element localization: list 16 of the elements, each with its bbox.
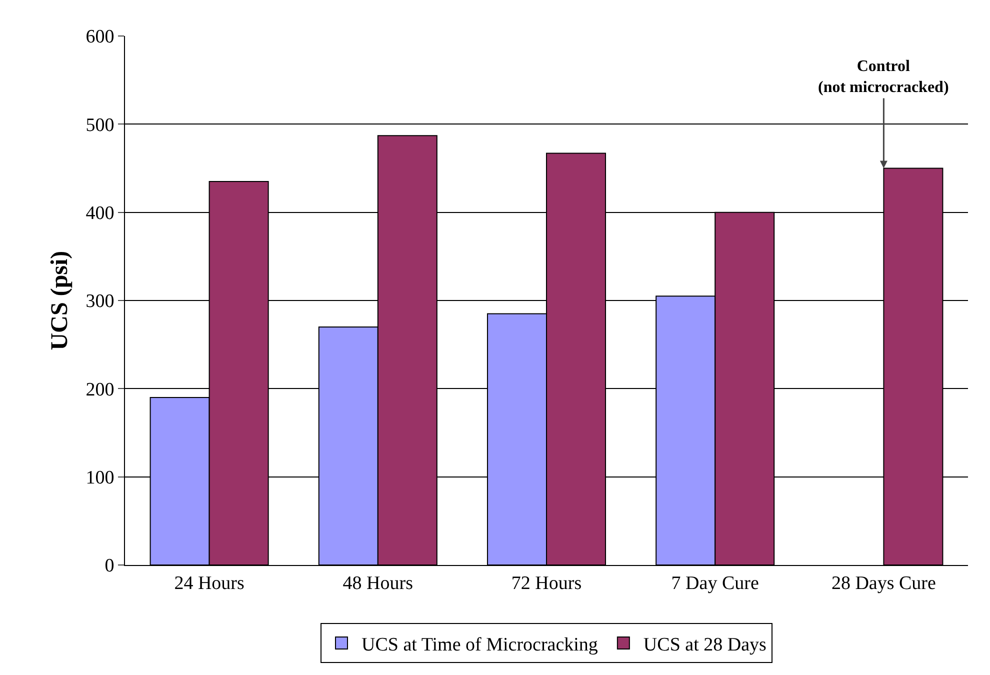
- x-tick-label: 28 Days Cure: [831, 572, 936, 594]
- y-tick-label: 400: [86, 202, 114, 224]
- y-axis-title: UCS (psi): [47, 250, 73, 350]
- x-tick-label: 72 Hours: [511, 572, 582, 594]
- annotation: Control (not microcracked): [818, 58, 949, 96]
- y-tick-label: 300: [86, 291, 114, 312]
- legend-label: UCS at 28 Days: [643, 634, 766, 656]
- x-tick-label: 24 Hours: [174, 572, 244, 594]
- y-tick-label: 100: [86, 467, 114, 488]
- y-tick-label: 200: [86, 379, 114, 400]
- y-tick-label: 500: [86, 114, 114, 136]
- y-tick-label: 0: [104, 556, 114, 577]
- legend-label: UCS at Time of Microcracking: [362, 634, 598, 656]
- x-tick-label: 7 Day Cure: [671, 572, 759, 594]
- x-tick-label: 48 Hours: [342, 572, 413, 594]
- y-tick-label: 600: [86, 26, 114, 48]
